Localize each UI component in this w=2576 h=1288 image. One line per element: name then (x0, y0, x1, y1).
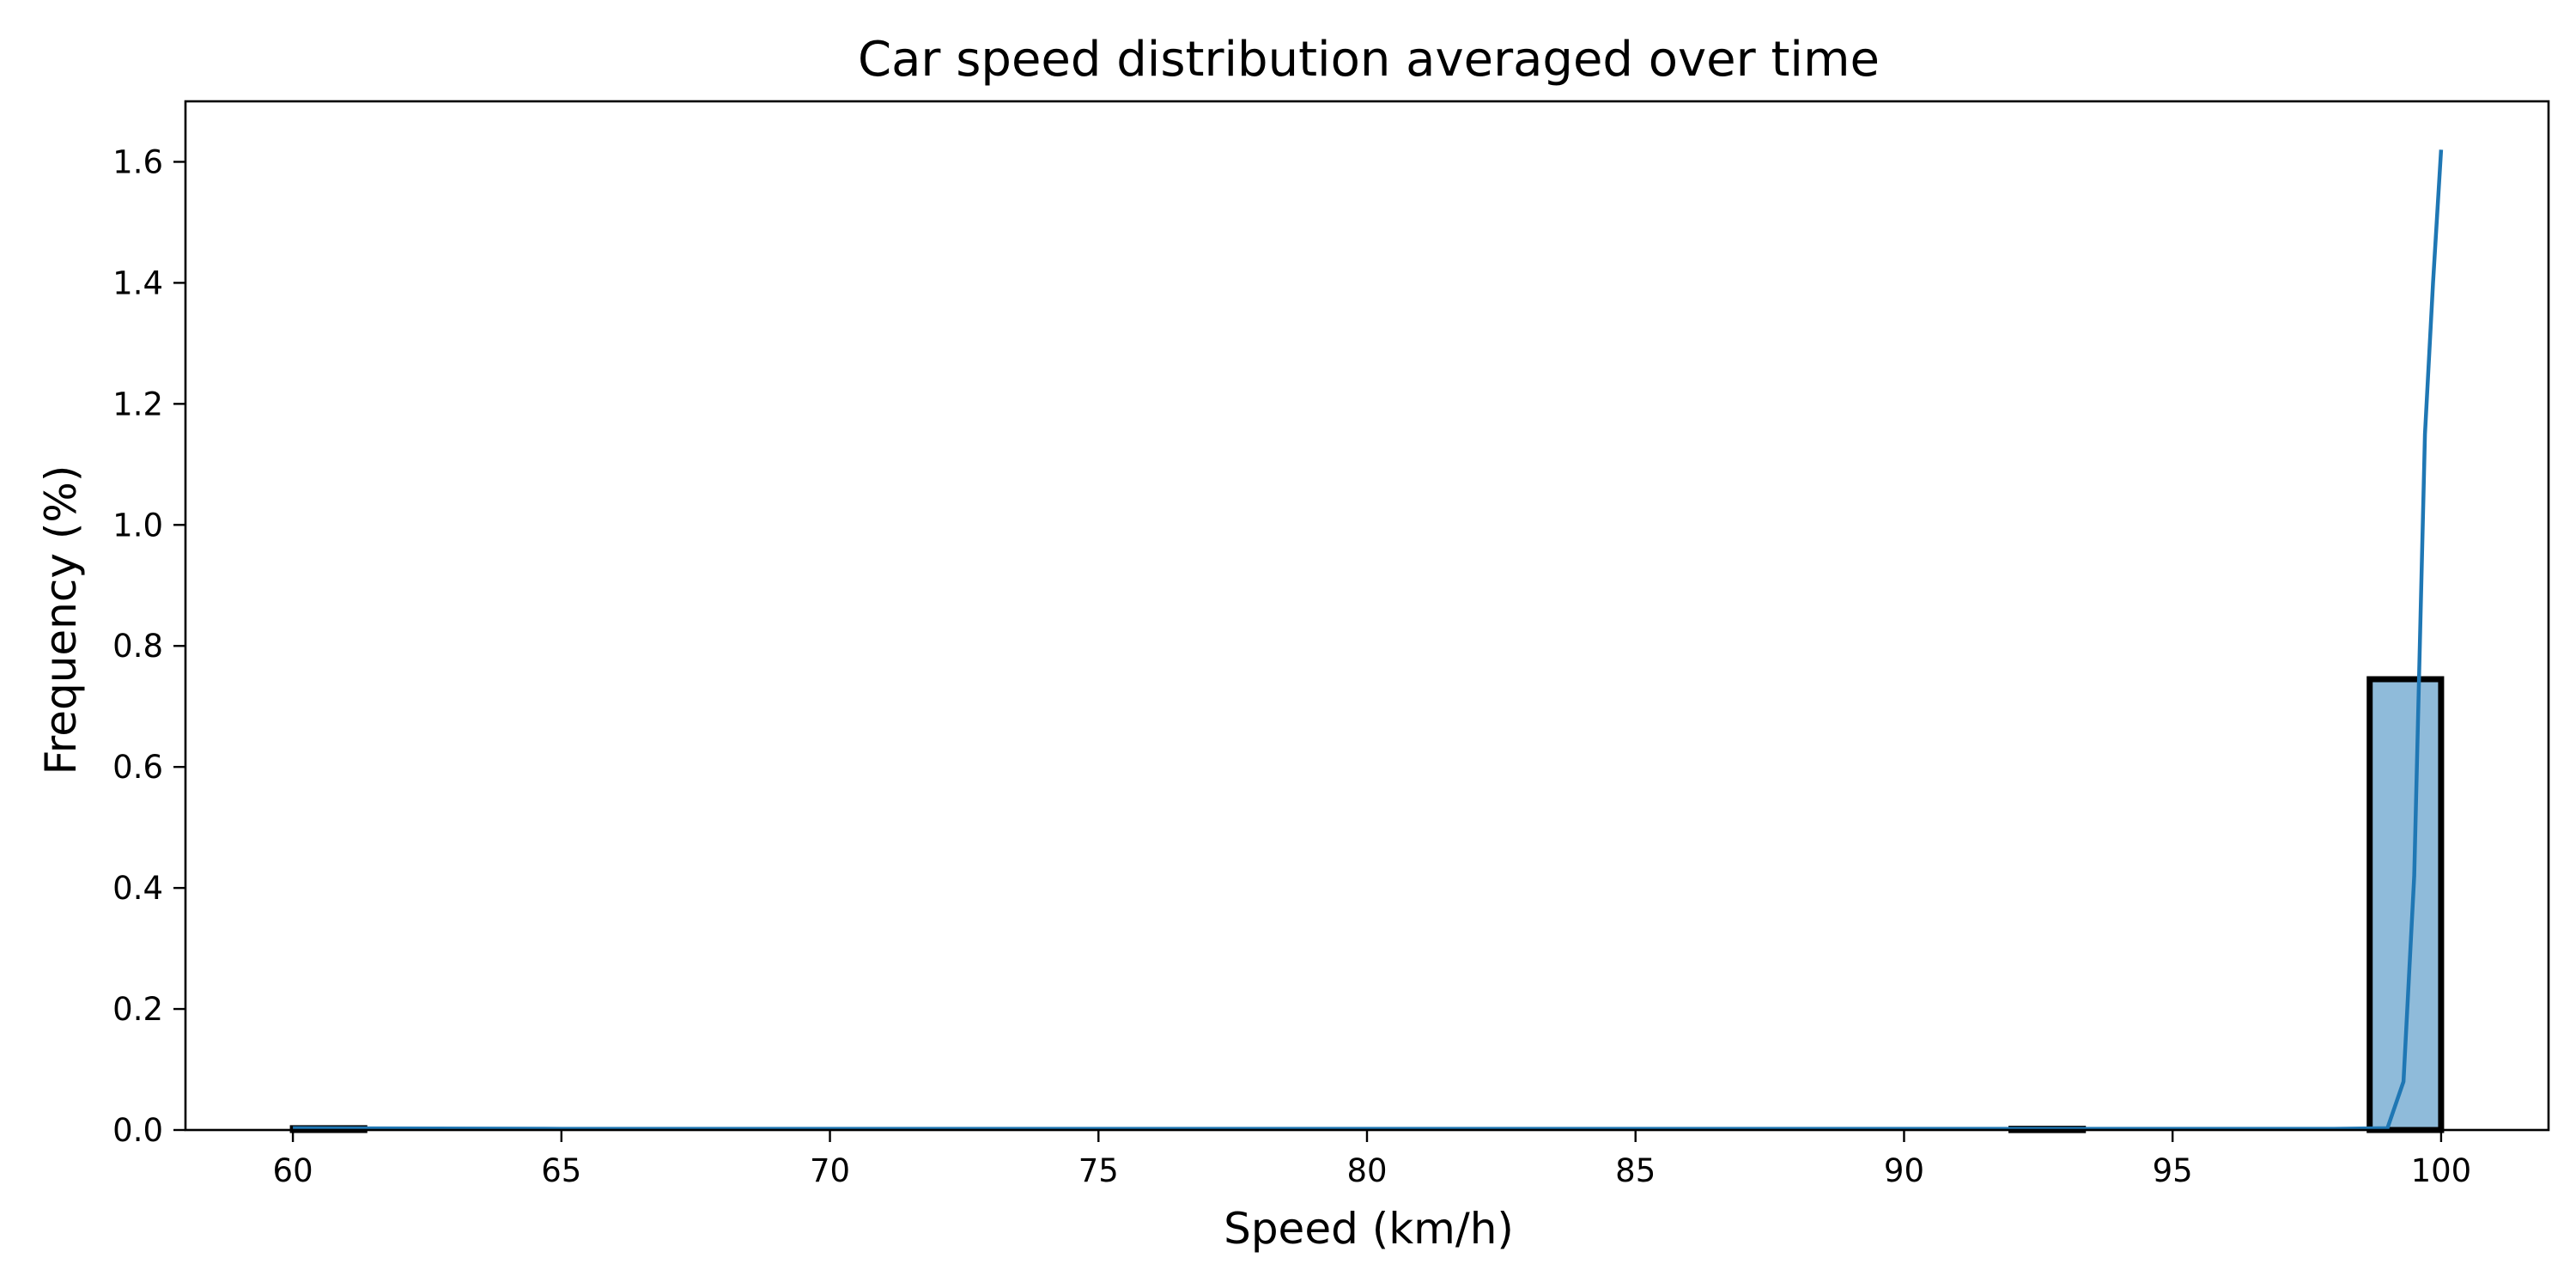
y-axis-label: Frequency (%) (36, 465, 86, 775)
chart-title: Car speed distribution averaged over tim… (858, 32, 1880, 88)
y-axis: 0.0 0.2 0.4 0.6 0.8 1.0 1.2 1.4 1.6 (112, 143, 185, 1149)
kde-line-layer (293, 149, 2444, 1131)
x-tick-label: 85 (1615, 1152, 1656, 1189)
y-tick-label: 0.4 (112, 870, 163, 907)
x-tick-label: 80 (1346, 1152, 1387, 1189)
y-tick-label: 1.0 (112, 507, 163, 544)
y-tick-label: 0.0 (112, 1112, 163, 1149)
x-tick-label: 65 (541, 1152, 581, 1189)
y-tick-label: 1.4 (112, 264, 163, 301)
kde-line (293, 149, 2444, 1131)
x-tick-label: 90 (1884, 1152, 1924, 1189)
x-axis: 60 65 70 75 80 85 90 95 100 (273, 1130, 2472, 1189)
x-tick-label: 100 (2411, 1152, 2472, 1189)
y-tick-label: 1.6 (112, 143, 163, 180)
x-tick-label: 70 (810, 1152, 850, 1189)
y-tick-label: 0.8 (112, 628, 163, 665)
x-tick-label: 95 (2153, 1152, 2193, 1189)
x-tick-label: 60 (273, 1152, 313, 1189)
y-tick-label: 0.6 (112, 749, 163, 786)
x-axis-label: Speed (km/h) (1224, 1204, 1514, 1254)
y-tick-label: 0.2 (112, 991, 163, 1028)
y-tick-label: 1.2 (112, 386, 163, 422)
x-tick-label: 75 (1078, 1152, 1119, 1189)
